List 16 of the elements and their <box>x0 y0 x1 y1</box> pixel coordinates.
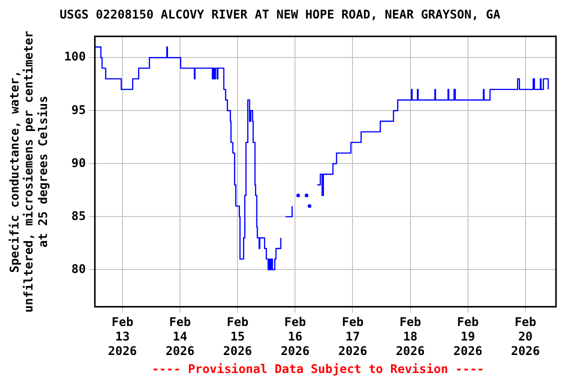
x-tick-label: Feb 13 2026 <box>108 315 137 358</box>
y-tick-label: 100 <box>64 50 86 64</box>
x-tick-label: Feb 17 2026 <box>338 315 368 358</box>
y-axis-title: Specific conductance, water, unfiltered, microsiemens per centimeter at 25 degrees Celsius <box>7 30 50 312</box>
x-tick-label: Feb 18 2026 <box>396 315 425 358</box>
x-tick-label: Feb 14 2026 <box>166 315 194 358</box>
x-tick-label: Feb 20 2026 <box>510 315 540 358</box>
y-tick-label: 90 <box>71 156 86 170</box>
chart-title: USGS 02208150 ALCOVY RIVER AT NEW HOPE ROAD, NEAR GRAYSON, GA <box>60 7 502 22</box>
y-tick-label: 85 <box>71 208 86 223</box>
x-tick-label: Feb 15 2026 <box>223 315 252 358</box>
text: ---- Provisional Data Subject to Revision ---- <box>150 362 486 376</box>
x-tick-label: Feb 19 2026 <box>453 315 482 358</box>
y-tick-label: 80 <box>71 262 86 276</box>
x-tick-label: Feb 16 2026 <box>280 315 310 358</box>
y-tick-label: 95 <box>71 102 86 117</box>
